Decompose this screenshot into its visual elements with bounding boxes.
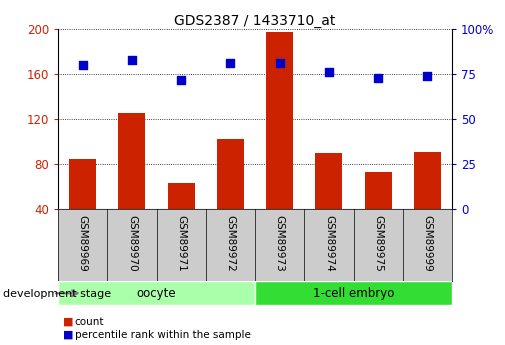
Text: GSM89973: GSM89973	[275, 215, 285, 271]
Point	[374, 75, 382, 80]
FancyBboxPatch shape	[58, 281, 255, 305]
FancyBboxPatch shape	[255, 281, 452, 305]
Point	[226, 61, 234, 66]
Text: ■: ■	[63, 330, 74, 339]
Point	[276, 61, 284, 66]
Bar	[168, 183, 195, 209]
Text: GSM89974: GSM89974	[324, 215, 334, 271]
Bar	[217, 139, 244, 209]
Text: oocyte: oocyte	[137, 287, 176, 300]
Bar	[315, 152, 342, 209]
Text: GSM89999: GSM89999	[422, 215, 432, 271]
Text: development stage: development stage	[3, 289, 111, 299]
Bar	[69, 159, 96, 209]
Text: GSM89972: GSM89972	[225, 215, 235, 271]
Text: GSM89970: GSM89970	[127, 215, 137, 271]
Title: GDS2387 / 1433710_at: GDS2387 / 1433710_at	[174, 14, 336, 28]
Point	[128, 57, 136, 62]
Text: GSM89975: GSM89975	[373, 215, 383, 271]
Text: 1-cell embryo: 1-cell embryo	[313, 287, 394, 300]
Bar	[118, 114, 145, 209]
Point	[423, 73, 431, 79]
Text: GSM89969: GSM89969	[78, 215, 88, 271]
Point	[325, 70, 333, 75]
Text: count: count	[75, 317, 104, 326]
Point	[177, 77, 185, 82]
Bar	[365, 172, 392, 209]
Point	[79, 62, 87, 68]
Bar	[414, 151, 441, 209]
Bar	[266, 32, 293, 209]
Text: GSM89971: GSM89971	[176, 215, 186, 271]
Text: percentile rank within the sample: percentile rank within the sample	[75, 330, 250, 339]
Text: ■: ■	[63, 317, 74, 326]
